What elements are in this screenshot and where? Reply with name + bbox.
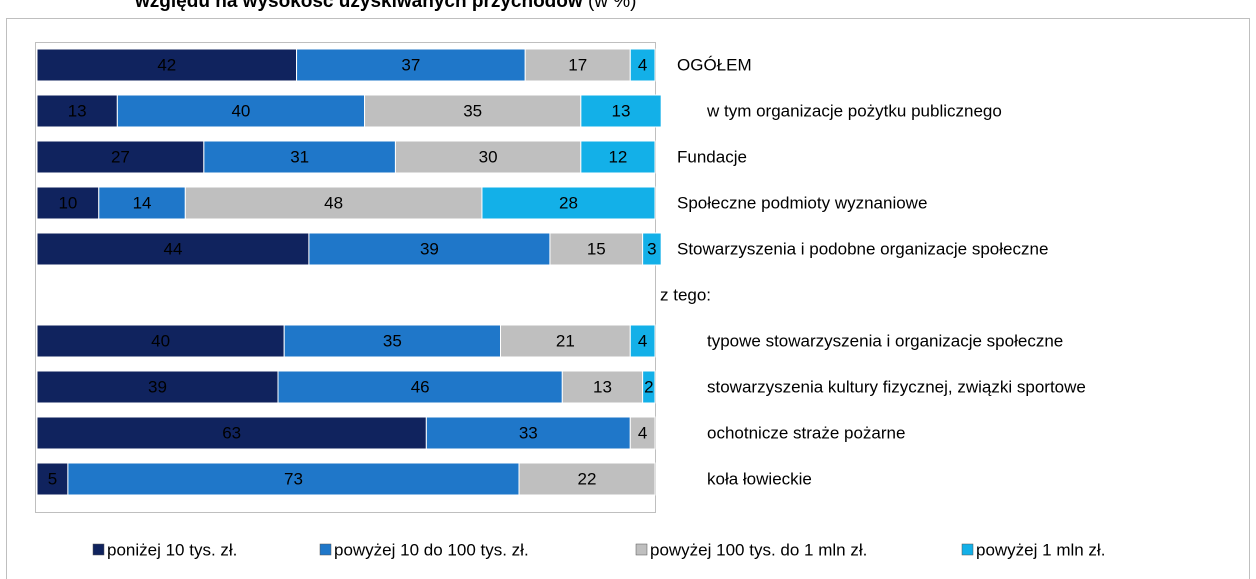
data-label: 48 [324, 194, 343, 213]
bar-segment [36, 370, 279, 404]
bar-segment [629, 324, 656, 358]
category-label: OGÓŁEM [677, 56, 752, 75]
data-label: 46 [411, 378, 430, 397]
legend-label: powyżej 1 mln zł. [976, 541, 1105, 560]
bar-segment [296, 48, 526, 82]
data-label: 21 [556, 332, 575, 351]
bar-segment [98, 186, 186, 220]
bar-segment [36, 324, 285, 358]
legend-label: powyżej 100 tys. do 1 mln zł. [650, 541, 867, 560]
legend-swatch [92, 543, 105, 556]
category-label: z tego: [660, 286, 711, 305]
bar-segment [642, 232, 662, 266]
data-label: 22 [578, 470, 597, 489]
bar-segment [36, 232, 310, 266]
bar-segment [283, 324, 502, 358]
bar-segment [277, 370, 563, 404]
legend-label: powyżej 10 do 100 tys. zł. [334, 541, 529, 560]
bar-segment [549, 232, 644, 266]
legend-swatch [635, 543, 648, 556]
category-label: stowarzyszenia kultury fizycznej, związk… [707, 378, 1086, 397]
data-label: 14 [133, 194, 152, 213]
bar-segment [580, 140, 656, 174]
data-label: 3 [647, 240, 656, 259]
bar-segment [580, 94, 662, 128]
data-label: 33 [519, 424, 538, 443]
data-label: 30 [479, 148, 498, 167]
title-unit: (w %) [588, 0, 637, 12]
bar-segment [481, 186, 656, 220]
legend-swatch [961, 543, 974, 556]
category-label: Fundacje [677, 148, 747, 167]
data-label: 44 [163, 240, 182, 259]
category-label: ochotnicze straże pożarne [707, 424, 905, 443]
chart-title: względu na wysokość uzyskiwanych przycho… [134, 0, 637, 12]
data-label: 15 [587, 240, 606, 259]
bar-segment [67, 462, 520, 496]
data-label: 37 [401, 56, 420, 75]
category-label: Stowarzyszenia i podobne organizacje spo… [677, 240, 1048, 259]
data-label: 28 [559, 194, 578, 213]
data-label: 40 [231, 102, 250, 121]
data-label: 73 [284, 470, 303, 489]
data-label: 31 [290, 148, 309, 167]
data-label: 13 [68, 102, 87, 121]
bar-segment [518, 462, 656, 496]
category-label: typowe stowarzyszenia i organizacje społ… [707, 332, 1063, 351]
legend-label: poniżej 10 tys. zł. [107, 541, 237, 560]
data-label: 12 [608, 148, 627, 167]
data-label: 35 [383, 332, 402, 351]
data-label: 13 [593, 378, 612, 397]
data-label: 39 [148, 378, 167, 397]
bar-segment [36, 140, 205, 174]
data-label: 2 [644, 378, 653, 397]
bar-segment [36, 416, 427, 450]
data-label: 35 [463, 102, 482, 121]
bar-segment [425, 416, 631, 450]
category-label: Społeczne podmioty wyznaniowe [677, 194, 927, 213]
category-label: w tym organizacje pożytku publicznego [706, 102, 1002, 121]
data-label: 10 [58, 194, 77, 213]
data-label: 4 [638, 332, 647, 351]
data-label: 5 [48, 470, 57, 489]
bar-segment [629, 416, 656, 450]
data-label: 40 [151, 332, 170, 351]
plot-frame [35, 42, 656, 513]
bar-segment [642, 370, 656, 404]
bar-segment [184, 186, 483, 220]
data-label: 63 [222, 424, 241, 443]
category-label: koła łowieckie [707, 470, 812, 489]
data-label: 4 [638, 424, 647, 443]
data-label: 42 [157, 56, 176, 75]
bar-segment [36, 48, 298, 82]
bar-segment [308, 232, 551, 266]
bar-segment [36, 186, 100, 220]
data-label: 27 [111, 148, 130, 167]
title-main: względu na wysokość uzyskiwanych przycho… [134, 0, 583, 12]
bar-segment [561, 370, 644, 404]
data-label: 39 [420, 240, 439, 259]
data-label: 17 [568, 56, 587, 75]
legend-swatch [319, 543, 332, 556]
bar-segment [203, 140, 396, 174]
data-label: 13 [612, 102, 631, 121]
bar-segment [36, 94, 118, 128]
data-label: 4 [638, 56, 647, 75]
bar-segment [629, 48, 656, 82]
